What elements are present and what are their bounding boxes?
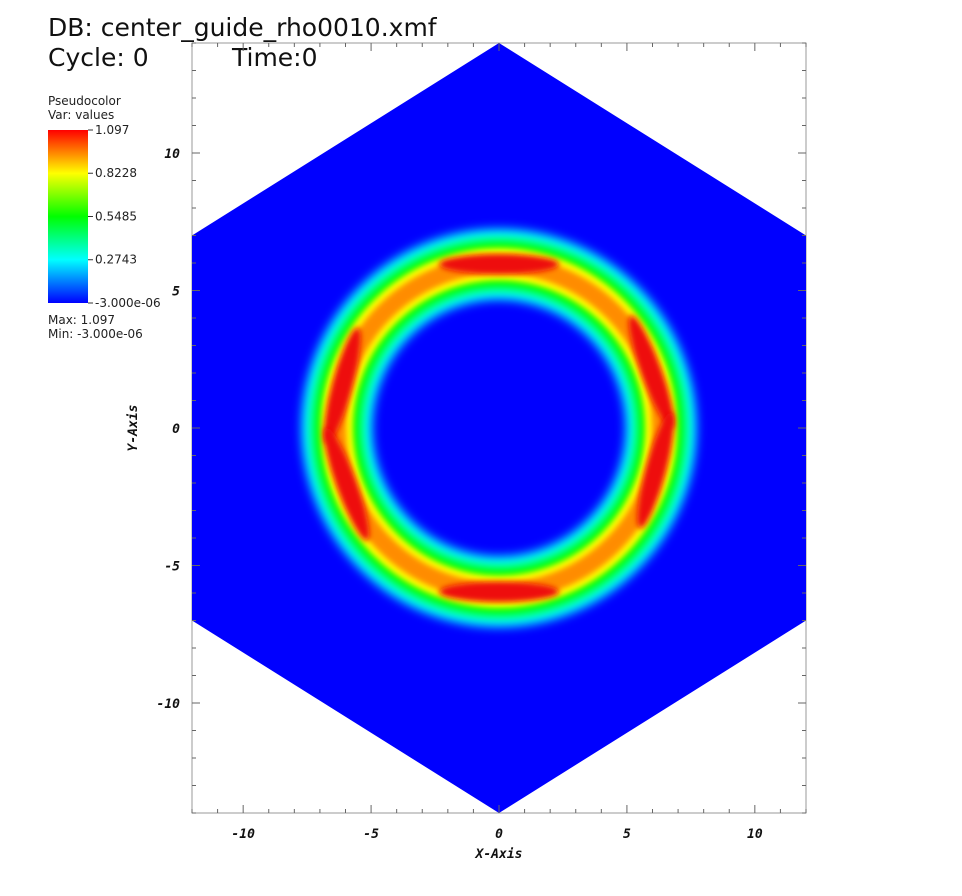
y-tick-label: 10 (164, 147, 180, 162)
colorbar-tick-label: 0.2743 (95, 253, 137, 267)
x-axis-label: X-Axis (475, 847, 523, 862)
time-label: Time:0 (232, 43, 318, 72)
y-tick-label: 0 (172, 422, 180, 437)
y-axis-label: Y-Axis (126, 405, 141, 452)
y-tick-label: -5 (164, 560, 180, 575)
density-ring (301, 228, 697, 628)
colorbar-tick-label: -3.000e-06 (95, 296, 161, 310)
x-tick-label: -5 (363, 827, 379, 842)
colorbar-ticks: 1.097 0.8228 0.5485 0.2743 -3.000e-06 (88, 123, 161, 310)
x-axis-ticks: -10 -5 0 5 10 (191, 43, 807, 842)
database-title: DB: center_guide_rho0010.xmf (48, 13, 437, 42)
y-tick-label: 5 (172, 285, 180, 300)
y-tick-label: -10 (157, 697, 181, 712)
ring-peak-2 (324, 327, 361, 444)
x-tick-label: 5 (623, 827, 631, 842)
colorbar-tick-label: 0.8228 (95, 166, 137, 180)
y-axis-ticks: -10 -5 0 5 10 (157, 42, 806, 814)
colorbar-tick-label: 1.097 (95, 123, 129, 137)
ring-peak-3 (324, 427, 370, 541)
ring-peak-5 (637, 412, 674, 529)
x-tick-label: -10 (231, 827, 255, 842)
ring-peak-0 (628, 315, 674, 429)
cycle-label: Cycle: 0 (48, 43, 149, 72)
legend-max: Max: 1.097 (48, 313, 116, 327)
colorbar-tick-label: 0.5485 (95, 209, 137, 223)
x-tick-label: 10 (747, 827, 763, 842)
colorbar (48, 130, 88, 303)
ring-peak-1 (439, 254, 559, 275)
hexagon-domain (192, 43, 806, 813)
legend-variable: Var: values (48, 108, 115, 122)
x-tick-label: 0 (495, 827, 503, 842)
ring-peak-4 (439, 581, 559, 602)
legend-plot-type: Pseudocolor (48, 94, 121, 108)
legend-min: Min: -3.000e-06 (48, 327, 143, 341)
